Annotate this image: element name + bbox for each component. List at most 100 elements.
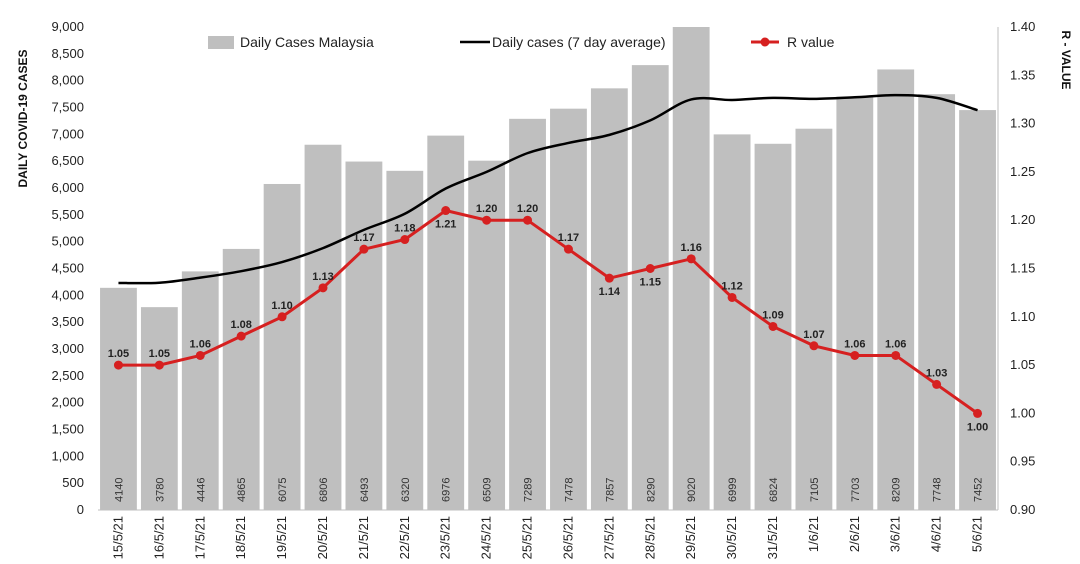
bar-5 xyxy=(304,144,342,510)
r-point-4 xyxy=(277,312,287,322)
r-label-12: 1.14 xyxy=(599,286,621,298)
r-label-10: 1.20 xyxy=(517,203,538,215)
x-tick-2: 17/5/21 xyxy=(192,516,207,559)
r-point-12 xyxy=(604,273,614,283)
bar-label-7: 6320 xyxy=(400,478,412,502)
r-label-13: 1.15 xyxy=(640,277,661,289)
r-label-21: 1.00 xyxy=(967,421,988,433)
y-tick-9: 4,500 xyxy=(51,261,84,276)
x-tick-8: 23/5/21 xyxy=(438,516,453,559)
bar-label-1: 3780 xyxy=(154,478,166,502)
bar-8 xyxy=(427,135,465,510)
bar-label-13: 8290 xyxy=(645,478,657,502)
bar-2 xyxy=(181,271,219,510)
y-tick-12: 6,000 xyxy=(51,180,84,195)
bar-12 xyxy=(590,88,628,510)
y-tick-3: 1,500 xyxy=(51,422,84,437)
legend-label-bars: Daily Cases Malaysia xyxy=(240,34,374,50)
legend-marker-r xyxy=(760,37,770,47)
bar-label-18: 7703 xyxy=(850,478,862,502)
r-label-3: 1.08 xyxy=(230,319,251,331)
r-label-1: 1.05 xyxy=(149,348,170,360)
avg-line xyxy=(118,93,978,285)
bar-21 xyxy=(959,110,996,511)
r-label-11: 1.17 xyxy=(558,232,579,244)
y2-tick-4: 1.10 xyxy=(1010,309,1035,324)
r-point-21 xyxy=(973,408,983,418)
r-label-20: 1.03 xyxy=(926,367,947,379)
bar-20 xyxy=(918,94,956,510)
y-tick-16: 8,000 xyxy=(51,73,84,88)
r-point-17 xyxy=(809,341,819,351)
bars-group xyxy=(100,27,996,511)
r-label-5: 1.13 xyxy=(312,271,333,283)
bar-label-0: 4140 xyxy=(113,478,125,502)
bar-18 xyxy=(836,96,874,511)
r-point-2 xyxy=(195,350,205,360)
bar-7 xyxy=(386,170,424,510)
r-label-8: 1.21 xyxy=(435,219,456,231)
y2-tick-9: 1.35 xyxy=(1010,67,1035,82)
y2-tick-2: 1.00 xyxy=(1010,405,1035,420)
y2-tick-1: 0.95 xyxy=(1010,454,1035,469)
r-point-18 xyxy=(850,350,860,360)
y2-tick-10: 1.40 xyxy=(1010,19,1035,34)
y-tick-10: 5,000 xyxy=(51,234,84,249)
r-label-17: 1.07 xyxy=(803,329,824,341)
bar-1 xyxy=(140,307,178,510)
bar-label-9: 6509 xyxy=(482,478,494,502)
r-line-group: 1.05 1.05 1.06 1.08 1.10 1.13 1.17 1.18 1.21 1.20… xyxy=(108,203,989,433)
x-tick-0: 15/5/21 xyxy=(110,516,125,559)
r-point-16 xyxy=(768,321,778,331)
r-point-0 xyxy=(113,360,123,370)
y-tick-5: 2,500 xyxy=(51,368,84,383)
y-tick-18: 9,000 xyxy=(51,19,84,34)
r-point-11 xyxy=(563,244,573,254)
bar-label-17: 7105 xyxy=(809,478,821,502)
y2-axis-title: R - VALUE xyxy=(1059,30,1073,89)
y-tick-1: 500 xyxy=(62,475,84,490)
y-tick-6: 3,000 xyxy=(51,341,84,356)
bar-3 xyxy=(222,248,260,510)
x-tick-11: 26/5/21 xyxy=(560,516,575,559)
avg-line-group xyxy=(118,93,978,285)
y-axis-title: DAILY COVID-19 CASES xyxy=(16,49,30,187)
legend: Daily Cases Malaysia Daily cases (7 day a… xyxy=(208,34,835,50)
x-tick-1: 16/5/21 xyxy=(151,516,166,559)
bar-label-20: 7748 xyxy=(932,478,944,502)
r-point-15 xyxy=(727,292,737,302)
bar-label-5: 6806 xyxy=(318,478,330,502)
x-tick-4: 19/5/21 xyxy=(274,516,289,559)
r-point-9 xyxy=(482,215,492,225)
r-point-20 xyxy=(932,379,942,389)
bar-label-4: 6075 xyxy=(277,478,289,502)
bar-label-16: 6824 xyxy=(768,478,780,502)
r-label-9: 1.20 xyxy=(476,203,497,215)
bar-label-2: 4446 xyxy=(195,478,207,502)
bar-label-3: 4865 xyxy=(236,478,248,502)
x-tick-18: 2/6/21 xyxy=(847,516,862,552)
bar-10 xyxy=(509,118,546,510)
bar-0 xyxy=(100,287,137,510)
y-tick-7: 3,500 xyxy=(51,314,84,329)
x-tick-17: 1/6/21 xyxy=(806,516,821,552)
bar-label-14: 9020 xyxy=(686,478,698,502)
r-point-6 xyxy=(359,244,369,254)
r-label-15: 1.12 xyxy=(721,280,742,292)
r-label-19: 1.06 xyxy=(885,338,906,350)
r-label-2: 1.06 xyxy=(190,338,211,350)
bar-label-10: 7289 xyxy=(523,478,535,502)
y-tick-11: 5,500 xyxy=(51,207,84,222)
legend-swatch-bars xyxy=(208,36,234,49)
x-tick-21: 5/6/21 xyxy=(970,516,985,552)
x-tick-19: 3/6/21 xyxy=(888,516,903,552)
y-tick-17: 8,500 xyxy=(51,46,84,61)
r-point-7 xyxy=(400,235,410,245)
bar-labels-group: 4140 3780 4446 4865 6075 6806 6493 6320 6976 6509… xyxy=(113,478,984,502)
bar-label-8: 6976 xyxy=(441,478,453,502)
r-label-6: 1.17 xyxy=(353,232,374,244)
r-label-14: 1.16 xyxy=(680,242,701,254)
y-tick-2: 1,000 xyxy=(51,448,84,463)
r-label-18: 1.06 xyxy=(844,338,865,350)
